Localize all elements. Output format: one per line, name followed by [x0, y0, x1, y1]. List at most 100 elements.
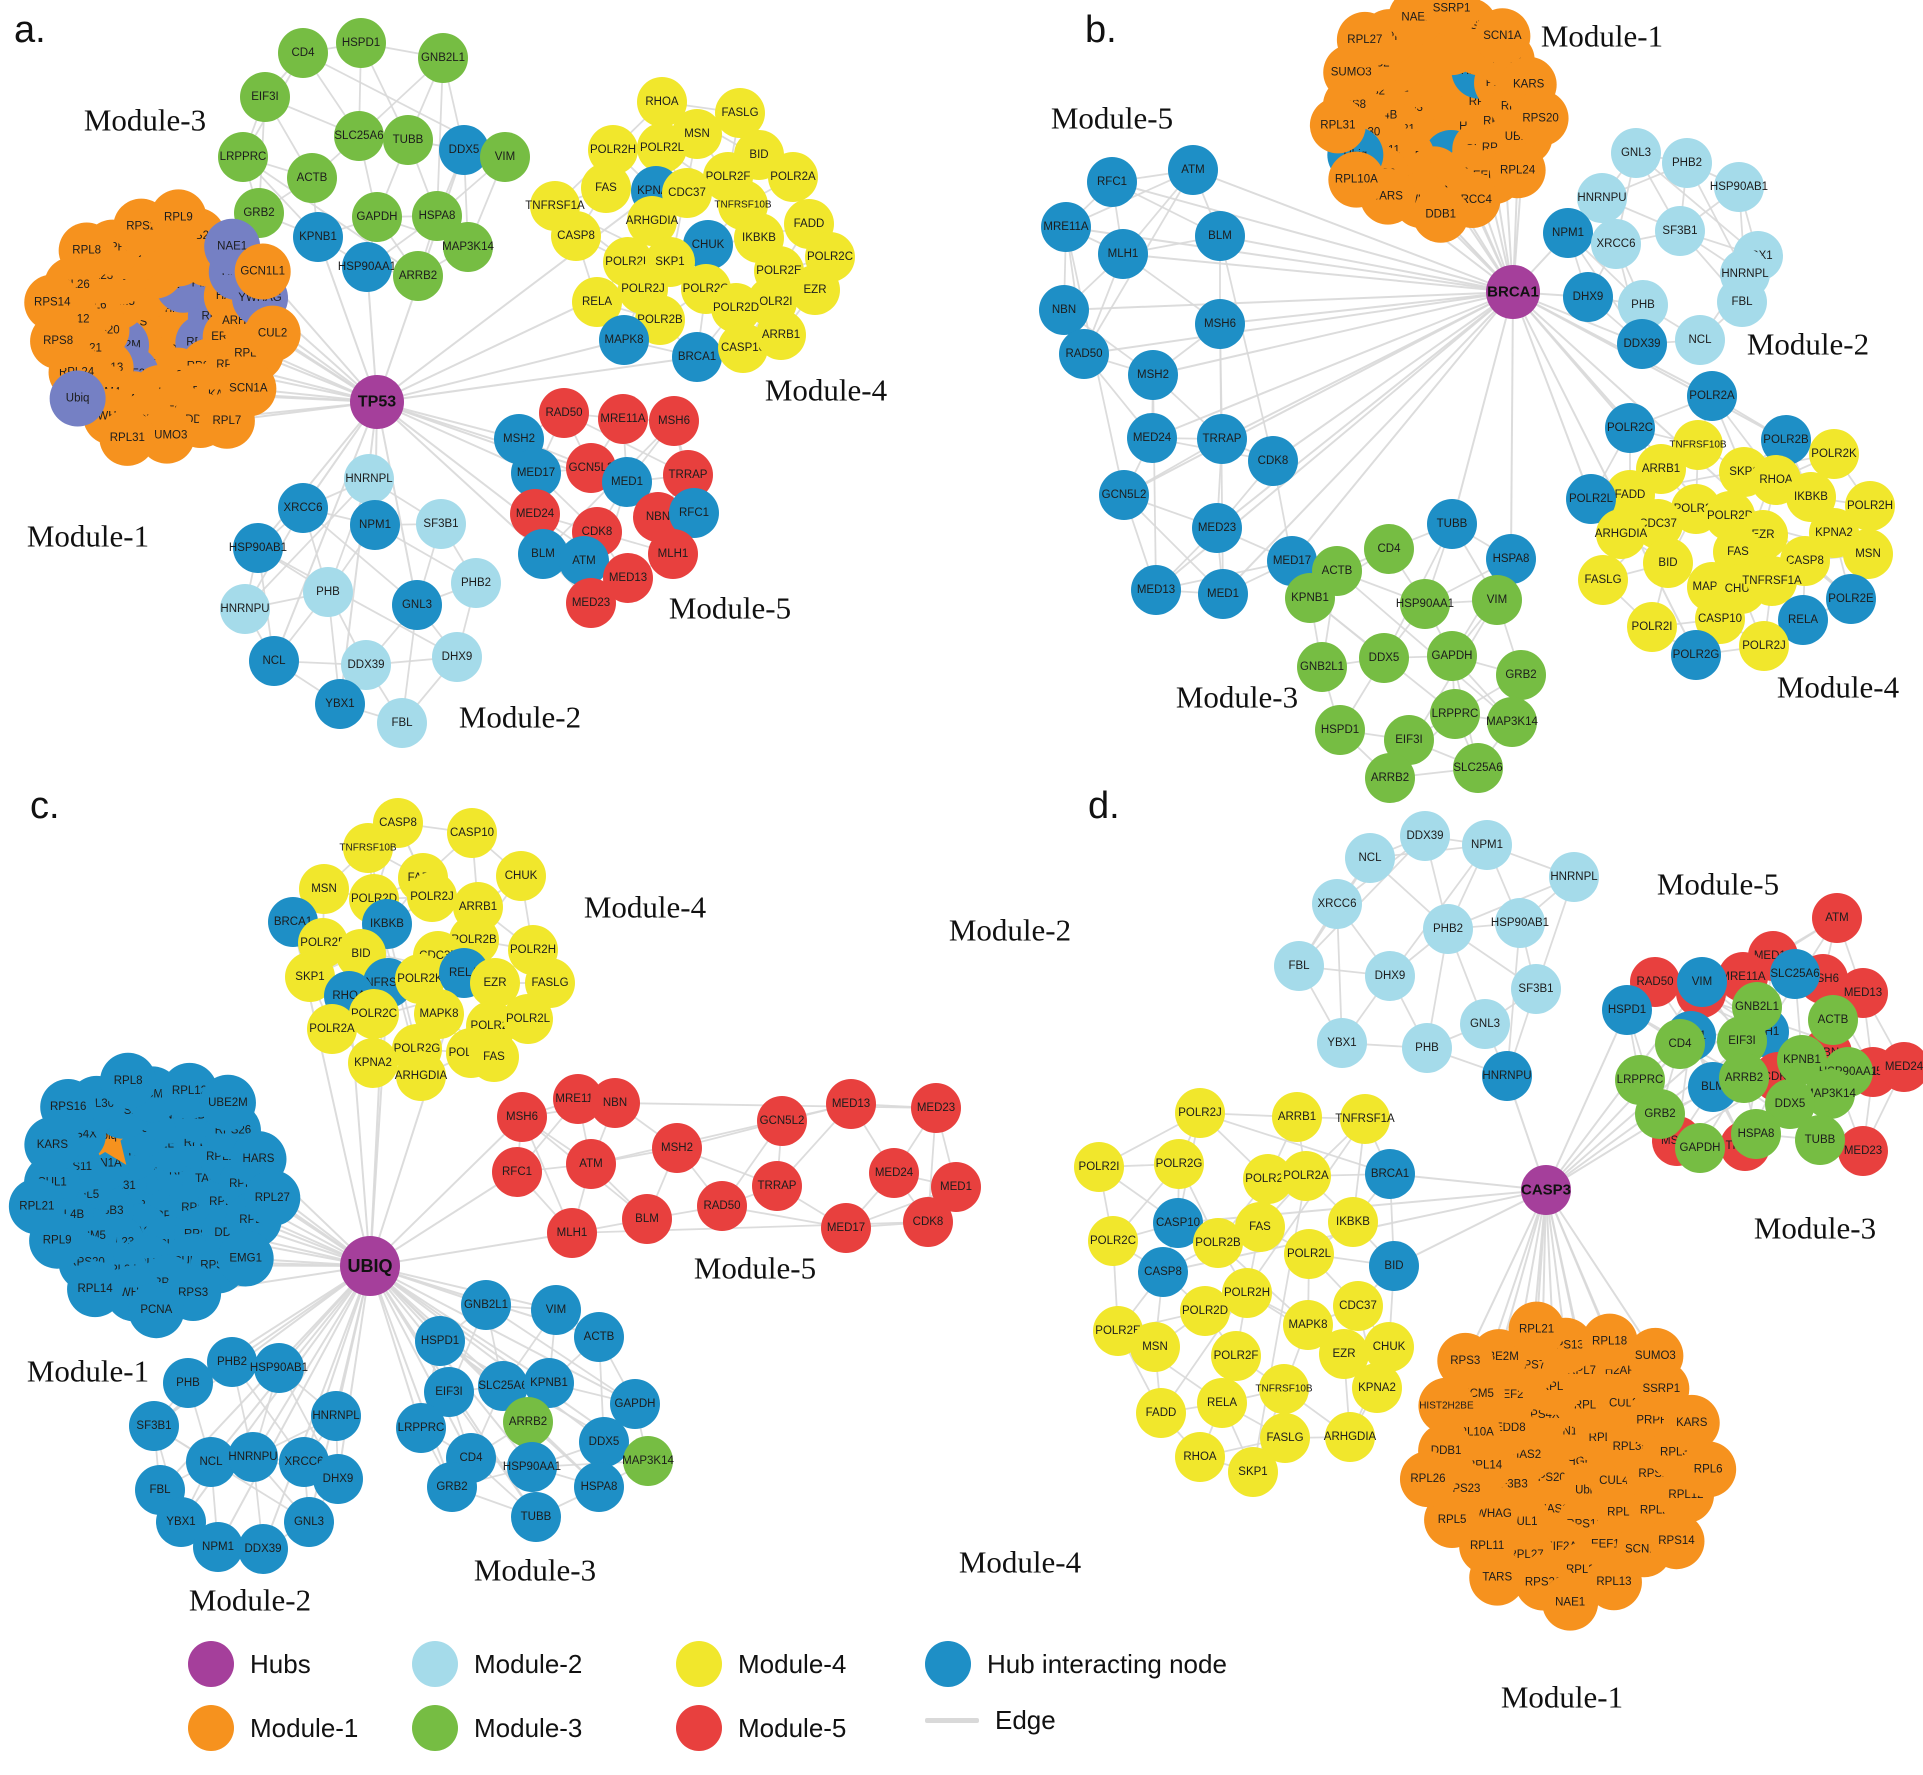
node-phb2[interactable]: PHB2 — [1423, 904, 1473, 954]
node-dhx9[interactable]: DHX9 — [1365, 951, 1415, 1001]
node-med23[interactable]: MED23 — [1838, 1126, 1888, 1176]
node-mlh1[interactable]: MLH1 — [1098, 229, 1148, 279]
node-fbl[interactable]: FBL — [1717, 277, 1767, 327]
node-rpl21[interactable]: RPL21 — [8, 1178, 65, 1235]
node-xrcc6[interactable]: XRCC6 — [278, 483, 328, 533]
node-slc25a6[interactable]: SLC25A6 — [1770, 949, 1820, 999]
node-kpnb1[interactable]: KPNB1 — [293, 212, 343, 262]
node-tnfrsf10b[interactable]: TNFRSF10B — [339, 823, 397, 873]
node-polr2h[interactable]: POLR2H — [588, 125, 638, 175]
node-actb[interactable]: ACTB — [574, 1312, 624, 1362]
node-dhx9[interactable]: DHX9 — [1563, 272, 1613, 322]
node-med13[interactable]: MED13 — [826, 1079, 876, 1129]
node-med24[interactable]: MED24 — [869, 1148, 919, 1198]
node-hnrnpl[interactable]: HNRNPL — [1549, 852, 1599, 902]
node-bid[interactable]: BID — [1369, 1241, 1419, 1291]
node-rfc1[interactable]: RFC1 — [492, 1147, 542, 1197]
node-rad50[interactable]: RAD50 — [539, 388, 589, 438]
node-mre11a[interactable]: MRE11A — [598, 394, 648, 444]
node-hspa8[interactable]: HSPA8 — [1486, 534, 1536, 584]
node-rpl18[interactable]: RPL18 — [1581, 1313, 1638, 1370]
node-hsp90ab1[interactable]: HSP90AB1 — [1491, 898, 1549, 948]
node-lrpprc[interactable]: LRPPRC — [1430, 689, 1480, 739]
node-polr2g[interactable]: POLR2G — [1671, 630, 1721, 680]
node-cdk8[interactable]: CDK8 — [903, 1197, 953, 1247]
node-sf3b1[interactable]: SF3B1 — [1511, 964, 1561, 1014]
node-polr2b[interactable]: POLR2B — [1193, 1218, 1243, 1268]
node-msn[interactable]: MSN — [1843, 529, 1893, 579]
node-ddx5[interactable]: DDX5 — [579, 1417, 629, 1467]
node-phb[interactable]: PHB — [1618, 280, 1668, 330]
node-hsp90ab1[interactable]: HSP90AB1 — [1710, 162, 1768, 212]
node-sumo3[interactable]: SUMO3 — [138, 407, 195, 464]
node-ncl[interactable]: NCL — [1675, 315, 1725, 365]
node-polr2i[interactable]: POLR2I — [1627, 602, 1677, 652]
node-msh6[interactable]: MSH6 — [649, 396, 699, 446]
node-vim[interactable]: VIM — [531, 1285, 581, 1335]
node-cdk8[interactable]: CDK8 — [1248, 436, 1298, 486]
node-med23[interactable]: MED23 — [911, 1083, 961, 1133]
node-dhx9[interactable]: DHX9 — [313, 1454, 363, 1504]
node-casp8[interactable]: CASP8 — [551, 211, 601, 261]
node-cdc37[interactable]: CDC37 — [1333, 1281, 1383, 1331]
node-ddx39[interactable]: DDX39 — [1400, 811, 1450, 861]
node-phb[interactable]: PHB — [163, 1358, 213, 1408]
node-trrap[interactable]: TRRAP — [663, 450, 713, 500]
node-ube2m[interactable]: UBE2M — [199, 1074, 256, 1131]
node-rps14[interactable]: RPS14 — [1648, 1513, 1705, 1570]
node-ezr[interactable]: EZR — [470, 958, 520, 1008]
node-mapk8[interactable]: MAPK8 — [599, 315, 649, 365]
node-nbn[interactable]: NBN — [590, 1078, 640, 1128]
node-polr2l[interactable]: POLR2L — [1284, 1229, 1334, 1279]
node-casp10[interactable]: CASP10 — [447, 808, 497, 858]
node-rpl26[interactable]: RPL26 — [1399, 1451, 1456, 1508]
node-med17[interactable]: MED17 — [511, 448, 561, 498]
node-ikbkb[interactable]: IKBKB — [1786, 472, 1836, 522]
node-sf3b1[interactable]: SF3B1 — [416, 499, 466, 549]
node-hsp90aa1[interactable]: HSP90AA1 — [338, 242, 396, 292]
node-rfc1[interactable]: RFC1 — [669, 488, 719, 538]
node-mlh1[interactable]: MLH1 — [547, 1208, 597, 1258]
node-arrb2[interactable]: ARRB2 — [393, 251, 443, 301]
node-rps3[interactable]: RPS3 — [1437, 1332, 1494, 1389]
node-rpl8[interactable]: RPL8 — [58, 222, 115, 279]
node-rpl14[interactable]: RPL14 — [67, 1261, 124, 1318]
node-polr2c[interactable]: POLR2C — [1088, 1216, 1138, 1266]
node-blm[interactable]: BLM — [1195, 211, 1245, 261]
node-sf3b1[interactable]: SF3B1 — [129, 1401, 179, 1451]
node-emg1[interactable]: EMG1 — [217, 1230, 274, 1287]
node-grb2[interactable]: GRB2 — [1635, 1089, 1685, 1139]
node-ncl[interactable]: NCL — [249, 636, 299, 686]
node-casp10[interactable]: CASP10 — [1153, 1198, 1203, 1248]
node-ddx5[interactable]: DDX5 — [1765, 1079, 1815, 1129]
node-slc25a6[interactable]: SLC25A6 — [478, 1361, 528, 1411]
node-polr2h[interactable]: POLR2H — [1845, 481, 1895, 531]
node-brca1[interactable]: BRCA1 — [1365, 1149, 1415, 1199]
hub-node-tp53[interactable]: TP53 — [350, 375, 404, 429]
node-tnfrsf10b[interactable]: TNFRSF10B — [1669, 420, 1727, 470]
node-npm1[interactable]: NPM1 — [1462, 820, 1512, 870]
node-hist2h2be[interactable]: HIST2H2BE — [1418, 1377, 1475, 1434]
node-hspd1[interactable]: HSPD1 — [415, 1316, 465, 1366]
node-hspa8[interactable]: HSPA8 — [574, 1462, 624, 1512]
node-rpl9[interactable]: RPL9 — [150, 189, 207, 246]
node-atm[interactable]: ATM — [559, 536, 609, 586]
node-gapdh[interactable]: GAPDH — [1427, 631, 1477, 681]
node-hnrnpu[interactable]: HNRNPU — [1577, 173, 1627, 223]
hub-node-casp3[interactable]: CASP3 — [1521, 1165, 1571, 1215]
node-gapdh[interactable]: GAPDH — [610, 1379, 660, 1429]
node-slc25a6[interactable]: SLC25A6 — [1453, 743, 1503, 793]
node-kars[interactable]: KARS — [1663, 1394, 1720, 1451]
node-nae1[interactable]: NAE1 — [1542, 1574, 1599, 1631]
node-hnrnpu[interactable]: HNRNPU — [1482, 1051, 1532, 1101]
node-eif3i[interactable]: EIF3I — [240, 72, 290, 122]
node-skp1[interactable]: SKP1 — [285, 952, 335, 1002]
node-npm1[interactable]: NPM1 — [1543, 208, 1593, 258]
node-med1[interactable]: MED1 — [1198, 569, 1248, 619]
node-grb2[interactable]: GRB2 — [427, 1462, 477, 1512]
node-xrcc6[interactable]: XRCC6 — [1591, 219, 1641, 269]
node-faslg[interactable]: FASLG — [525, 958, 575, 1008]
node-gnb2l1[interactable]: GNB2L1 — [1297, 642, 1347, 692]
node-casp10[interactable]: CASP10 — [718, 323, 768, 373]
node-arrb1[interactable]: ARRB1 — [1272, 1092, 1322, 1142]
